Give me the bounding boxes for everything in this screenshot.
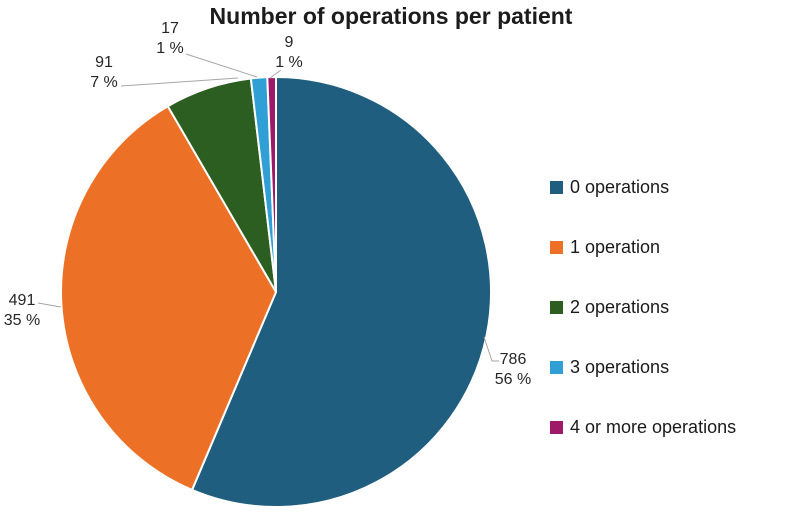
legend-item-2-operations: 2 operations xyxy=(550,297,669,317)
pie-slice-0 xyxy=(191,76,493,508)
data-label-percent: 56 % xyxy=(494,371,532,388)
legend-label: 3 operations xyxy=(570,356,670,377)
legend-item-3-operations: 3 operations xyxy=(550,357,669,377)
leader-line-0-operations xyxy=(483,336,499,362)
legend-marker-icon xyxy=(550,300,563,314)
data-label-percent: 35 % xyxy=(3,312,41,329)
leader-lines xyxy=(37,53,499,362)
legend-label: 4 or more operations xyxy=(570,416,737,437)
legend-item-1-operation: 1 operation xyxy=(550,237,660,257)
legend-marker-icon xyxy=(550,240,563,254)
legend-marker-icon xyxy=(550,180,563,194)
data-label-0-operations: 786 56 % xyxy=(495,350,531,390)
legend-item-4-or-more-operations: 4 or more operations xyxy=(550,417,736,437)
legend-label: 0 operations xyxy=(570,176,670,197)
leader-line-2-operations xyxy=(120,77,239,87)
data-label-percent: 1 % xyxy=(156,40,184,57)
leader-line-1-operation xyxy=(37,302,62,308)
legend-marker-icon xyxy=(550,420,563,434)
leader-line-3-operations xyxy=(185,53,258,78)
data-label-4-or-more-operations: 9 1 % xyxy=(275,33,303,73)
pie-slice-1 xyxy=(60,105,277,491)
pie-slices xyxy=(60,76,493,508)
legend-label: 1 operation xyxy=(570,236,661,257)
data-label-value: 491 xyxy=(8,292,36,309)
data-label-1-operation: 491 35 % xyxy=(4,291,40,331)
data-label-value: 17 xyxy=(161,20,179,37)
data-label-percent: 1 % xyxy=(275,54,303,71)
legend-item-0-operations: 0 operations xyxy=(550,177,669,197)
leader-line-4-or-more xyxy=(269,69,282,79)
legend-marker-icon xyxy=(550,360,563,374)
legend-label: 2 operations xyxy=(570,296,670,317)
data-label-value: 786 xyxy=(499,351,527,368)
data-label-3-operations: 17 1 % xyxy=(156,19,184,59)
data-label-2-operations: 91 7 % xyxy=(90,53,118,93)
data-label-value: 9 xyxy=(284,34,294,51)
data-label-percent: 7 % xyxy=(90,74,118,91)
chart-title: Number of operations per patient xyxy=(209,3,573,29)
data-label-value: 91 xyxy=(95,54,113,71)
